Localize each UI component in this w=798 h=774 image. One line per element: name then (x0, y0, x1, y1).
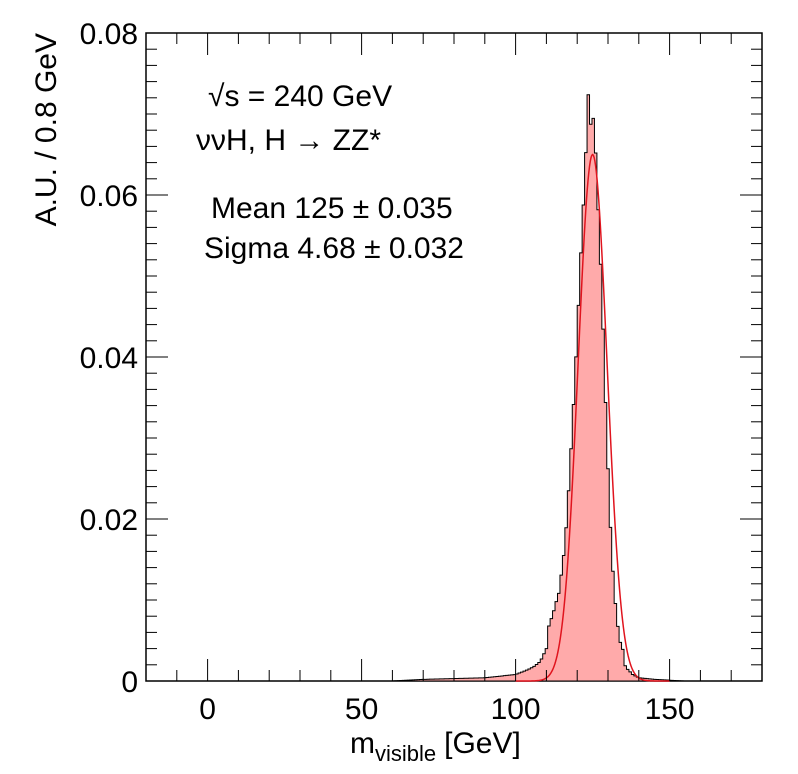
annotation-energy: √s = 240 GeV (208, 80, 392, 113)
annotation-sigma: Sigma 4.68 ± 0.032 (204, 232, 464, 265)
y-tick-label: 0 (121, 666, 138, 699)
x-tick-label: 0 (199, 693, 216, 726)
y-tick-label: 0.08 (80, 18, 138, 51)
x-axis-title-sub: visible (375, 741, 436, 766)
axis-ticks: 0 50 100 150 0 0.02 0.04 0.06 0.08 (80, 18, 762, 726)
y-tick-label: 0.04 (80, 342, 138, 375)
y-tick-label: 0.02 (80, 504, 138, 537)
x-tick-label: 100 (491, 693, 541, 726)
x-tick-label: 50 (345, 693, 378, 726)
annotation-process: ννH, H → ZZ* (196, 124, 381, 157)
annotation-mean: Mean 125 ± 0.035 (211, 192, 453, 225)
x-tick-label: 150 (645, 693, 695, 726)
y-axis-title: A.U. / 0.8 GeV (30, 33, 63, 226)
x-axis-title: mvisible [GeV] (350, 727, 521, 766)
histogram-bars (391, 94, 689, 682)
histogram-layer (391, 94, 689, 682)
y-tick-label: 0.06 (80, 180, 138, 213)
x-axis-title-unit: [GeV] (444, 727, 521, 760)
x-axis-title-main: m (350, 727, 375, 760)
gaussian-fit-line (515, 153, 670, 682)
